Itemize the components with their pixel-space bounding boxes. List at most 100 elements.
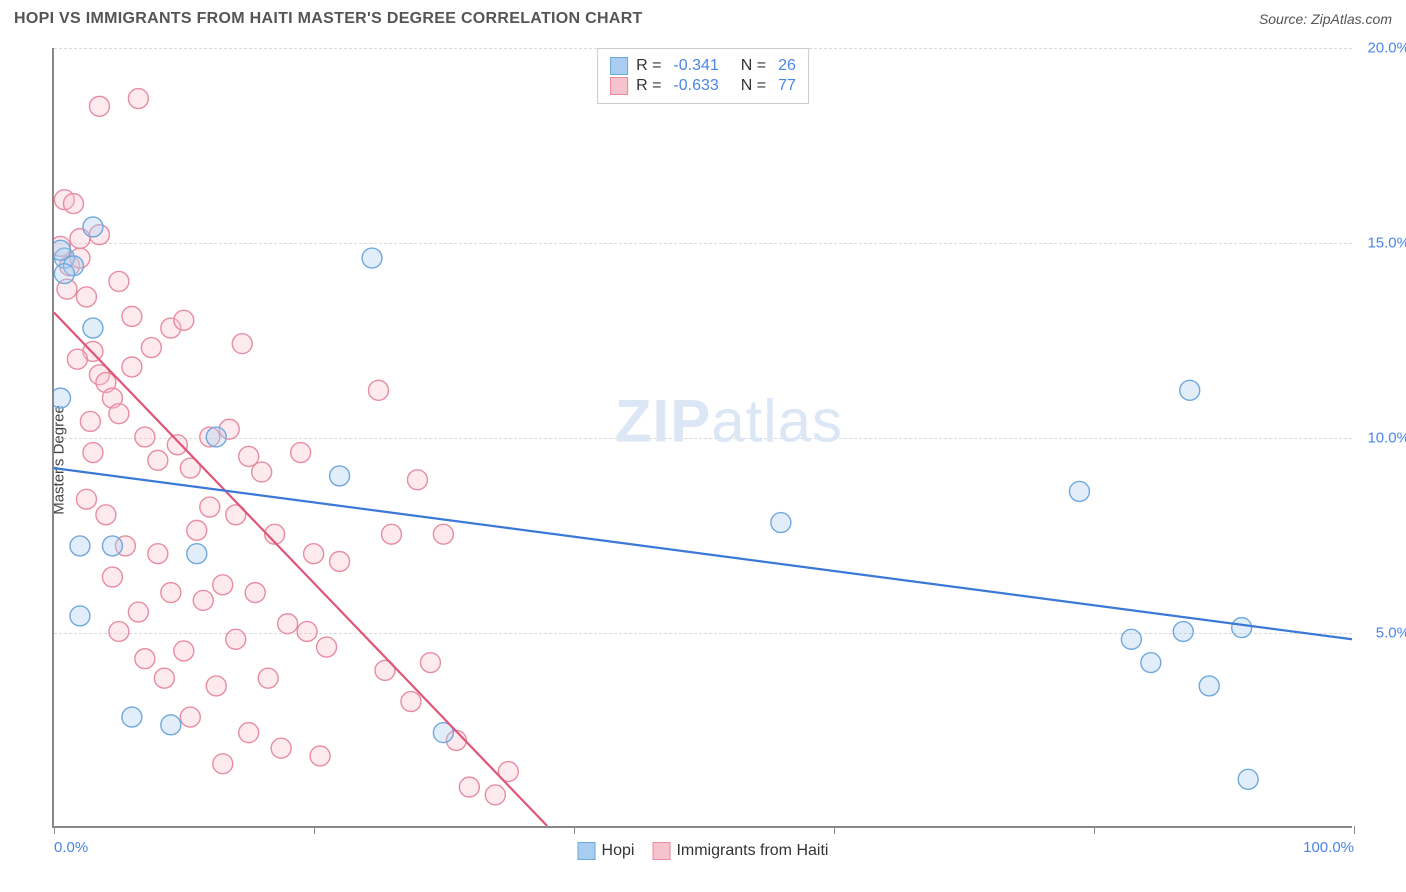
- scatter-point: [401, 692, 421, 712]
- scatter-point: [1173, 622, 1193, 642]
- legend-series: Hopi Immigrants from Haiti: [578, 842, 829, 860]
- scatter-point: [433, 524, 453, 544]
- legend-swatch: [610, 57, 628, 75]
- scatter-point: [187, 520, 207, 540]
- scatter-point: [174, 641, 194, 661]
- legend-N-label: N =: [741, 77, 766, 95]
- scatter-point: [180, 707, 200, 727]
- x-tick-label: 0.0%: [54, 839, 88, 856]
- scatter-point: [135, 427, 155, 447]
- scatter-point: [141, 338, 161, 358]
- scatter-point: [206, 676, 226, 696]
- scatter-point: [330, 552, 350, 572]
- scatter-point: [109, 622, 129, 642]
- scatter-point: [407, 470, 427, 490]
- legend-R-label: R =: [636, 57, 661, 75]
- chart-title: HOPI VS IMMIGRANTS FROM HAITI MASTER'S D…: [14, 10, 643, 28]
- scatter-point: [161, 715, 181, 735]
- scatter-point: [252, 462, 272, 482]
- legend-series-label: Hopi: [602, 842, 635, 860]
- scatter-point: [167, 435, 187, 455]
- legend-series-label: Immigrants from Haiti: [676, 842, 828, 860]
- legend-correlation-row: R = -0.341 N = 26: [610, 57, 796, 75]
- scatter-point: [200, 497, 220, 517]
- scatter-point: [278, 614, 298, 634]
- legend-N-value: 26: [778, 57, 796, 75]
- legend-correlation-row: R = -0.633 N = 77: [610, 77, 796, 95]
- scatter-point: [317, 637, 337, 657]
- scatter-point: [83, 217, 103, 237]
- scatter-point: [83, 443, 103, 463]
- legend-R-label: R =: [636, 77, 661, 95]
- scatter-point: [206, 427, 226, 447]
- scatter-point: [226, 629, 246, 649]
- scatter-point: [122, 306, 142, 326]
- scatter-point: [291, 443, 311, 463]
- scatter-point: [148, 450, 168, 470]
- scatter-point: [258, 668, 278, 688]
- y-tick-label: 20.0%: [1367, 40, 1406, 57]
- scatter-point: [239, 723, 259, 743]
- scatter-point: [96, 505, 116, 525]
- scatter-point: [245, 583, 265, 603]
- plot-area: ZIPatlas R =-0.341N =26R =-0.633N =77 Ho…: [52, 48, 1352, 828]
- scatter-point: [161, 583, 181, 603]
- scatter-point: [109, 404, 129, 424]
- legend-R-value: -0.633: [673, 77, 718, 95]
- scatter-point: [128, 89, 148, 109]
- y-tick-label: 15.0%: [1367, 235, 1406, 252]
- legend-R-value: -0.341: [673, 57, 718, 75]
- scatter-point: [420, 653, 440, 673]
- scatter-point: [1121, 629, 1141, 649]
- scatter-point: [330, 466, 350, 486]
- scatter-point: [135, 649, 155, 669]
- legend-N-value: 77: [778, 77, 796, 95]
- y-tick-label: 5.0%: [1376, 625, 1406, 642]
- legend-correlation-box: R = -0.341 N = 26 R = -0.633 N = 77: [597, 48, 809, 104]
- scatter-point: [1238, 769, 1258, 789]
- scatter-point: [1180, 380, 1200, 400]
- scatter-point: [232, 334, 252, 354]
- scatter-point: [771, 513, 791, 533]
- scatter-point: [70, 536, 90, 556]
- x-tick: [574, 826, 575, 834]
- scatter-point: [102, 567, 122, 587]
- legend-N-label: N =: [741, 57, 766, 75]
- scatter-point: [297, 622, 317, 642]
- scatter-point: [148, 544, 168, 564]
- scatter-point: [381, 524, 401, 544]
- scatter-point: [54, 388, 70, 408]
- scatter-point: [67, 349, 87, 369]
- trendline: [54, 468, 1352, 639]
- legend-swatch: [578, 842, 596, 860]
- scatter-point: [485, 785, 505, 805]
- scatter-svg: [54, 48, 1352, 826]
- scatter-point: [193, 590, 213, 610]
- scatter-point: [1141, 653, 1161, 673]
- x-tick: [1094, 826, 1095, 834]
- scatter-point: [1199, 676, 1219, 696]
- scatter-point: [1232, 618, 1252, 638]
- x-tick: [54, 826, 55, 834]
- scatter-point: [174, 310, 194, 330]
- scatter-point: [187, 544, 207, 564]
- scatter-point: [70, 606, 90, 626]
- scatter-point: [213, 754, 233, 774]
- scatter-point: [80, 411, 100, 431]
- x-tick: [314, 826, 315, 834]
- scatter-point: [213, 575, 233, 595]
- scatter-point: [459, 777, 479, 797]
- legend-swatch: [610, 77, 628, 95]
- scatter-point: [83, 318, 103, 338]
- scatter-point: [89, 96, 109, 116]
- scatter-point: [1069, 481, 1089, 501]
- chart-container: Master's Degree ZIPatlas R =-0.341N =26R…: [14, 40, 1392, 880]
- source-credit: Source: ZipAtlas.com: [1259, 11, 1392, 27]
- legend-series-item: Hopi: [578, 842, 635, 860]
- x-tick: [1354, 826, 1355, 834]
- scatter-point: [122, 357, 142, 377]
- scatter-point: [76, 489, 96, 509]
- scatter-point: [128, 602, 148, 622]
- x-tick: [834, 826, 835, 834]
- scatter-point: [310, 746, 330, 766]
